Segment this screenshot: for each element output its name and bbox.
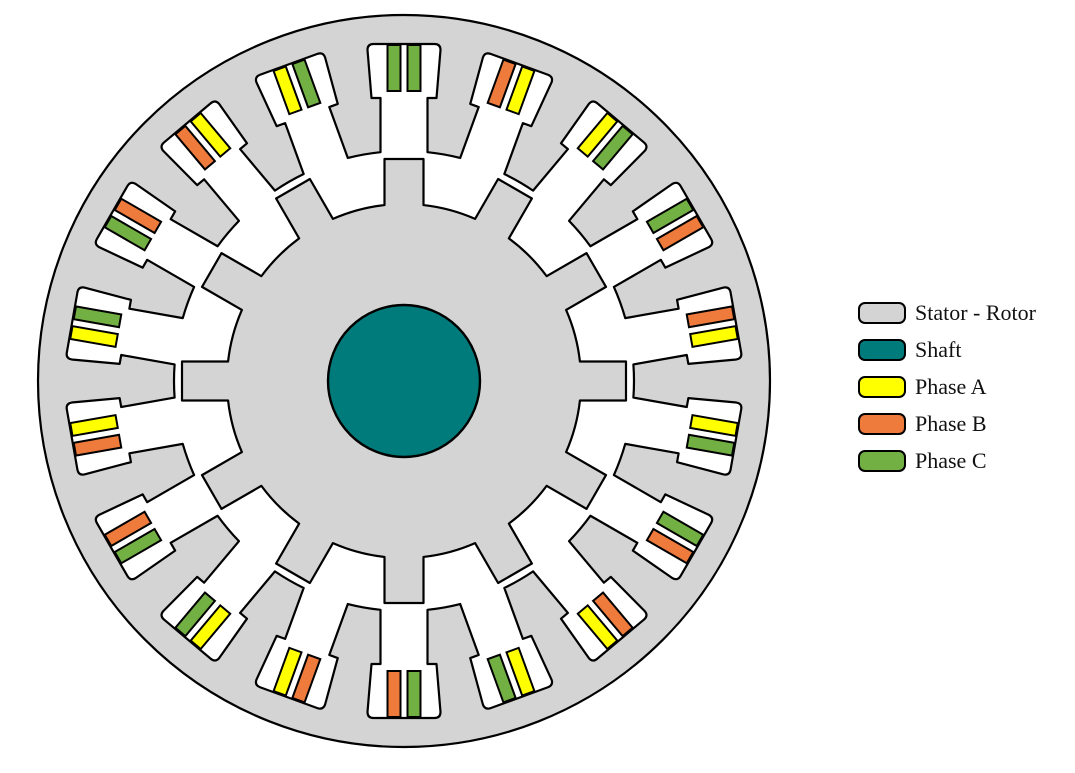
coil-phase-b <box>655 214 705 252</box>
coil-phase-b <box>591 591 635 638</box>
coil-phase-a <box>189 111 232 159</box>
shaft <box>326 303 482 459</box>
coil-phase-b <box>645 527 695 565</box>
coil-phase-a <box>272 646 303 697</box>
legend-label-phase-b: Phase B <box>915 410 987 436</box>
legend: Stator - Rotor Shaft Phase A Phase B Pha… <box>858 294 1036 479</box>
coil-phase-b <box>113 197 163 235</box>
coil-windings <box>69 44 739 718</box>
coil-phase-c <box>591 124 635 171</box>
coil-phase-a <box>576 111 619 159</box>
coil-phase-a <box>272 65 303 116</box>
coil-phase-a <box>505 646 536 697</box>
coil-phase-a <box>505 65 536 116</box>
coil-phase-c <box>486 653 517 704</box>
coil-phase-c <box>113 527 163 565</box>
legend-item-stator-rotor: Stator - Rotor <box>858 294 1036 331</box>
legend-label-stator-rotor: Stator - Rotor <box>915 299 1036 325</box>
coil-phase-b <box>685 305 736 329</box>
coil-phase-b <box>103 510 153 548</box>
coil-phase-c <box>173 591 217 638</box>
coil-phase-c <box>685 433 736 457</box>
legend-swatch-stator-rotor <box>858 301 906 324</box>
legend-swatch-phase-b <box>858 412 906 435</box>
legend-swatch-phase-c <box>858 449 906 472</box>
coil-phase-c <box>386 44 402 92</box>
coil-phase-b <box>72 433 123 457</box>
legend-label-phase-a: Phase A <box>915 373 987 399</box>
legend-item-phase-b: Phase B <box>858 405 1036 442</box>
legend-swatch-shaft <box>858 338 906 361</box>
coil-phase-c <box>291 58 322 109</box>
legend-label-phase-c: Phase C <box>915 447 987 473</box>
coil-phase-a <box>689 324 739 349</box>
stator-core <box>36 13 772 749</box>
coil-phase-b <box>291 653 322 704</box>
legend-swatch-phase-a <box>858 375 906 398</box>
legend-item-phase-c: Phase C <box>858 442 1036 479</box>
coil-phase-a <box>69 413 119 438</box>
coil-phase-a <box>689 413 739 438</box>
coil-phase-a <box>69 324 119 349</box>
legend-item-shaft: Shaft <box>858 331 1036 368</box>
coil-phase-c <box>406 44 422 92</box>
stator <box>36 13 772 749</box>
coil-phase-c <box>655 510 705 548</box>
legend-label-shaft: Shaft <box>915 336 962 362</box>
legend-item-phase-a: Phase A <box>858 368 1036 405</box>
coil-phase-b <box>386 670 402 718</box>
coil-phase-b <box>486 58 517 109</box>
coil-phase-b <box>173 124 217 171</box>
coil-phase-c <box>645 197 695 235</box>
coil-phase-a <box>189 603 232 651</box>
coil-phase-c <box>103 214 153 252</box>
coil-phase-c <box>72 305 123 329</box>
coil-phase-a <box>576 603 619 651</box>
coil-phase-c <box>406 670 422 718</box>
